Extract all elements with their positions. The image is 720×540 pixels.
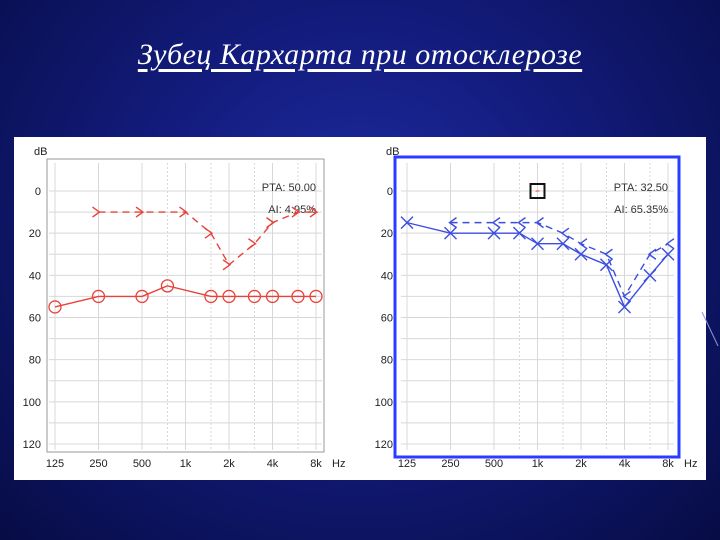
data-point-cross [444, 226, 457, 240]
y-tick-label: 120 [23, 439, 41, 451]
x-tick-label: 1k [180, 458, 192, 470]
x-tick-label: 500 [133, 458, 151, 470]
y-tick-label: 40 [29, 270, 41, 282]
data-point-cross [599, 258, 613, 272]
series-line [98, 211, 316, 266]
data-point-cross [400, 216, 414, 230]
y-tick-label: 0 [387, 186, 393, 198]
y-tick-label: 100 [23, 397, 41, 409]
data-point-circle [160, 279, 175, 293]
data-point-chevron [92, 206, 101, 218]
x-tick-label: 8k [662, 458, 674, 470]
y-tick-label: 20 [29, 228, 41, 240]
data-point-cross [556, 237, 570, 251]
y-tick-label: 80 [381, 355, 393, 367]
y-axis-label: dB [386, 146, 399, 158]
data-point-chevron [248, 238, 257, 250]
data-point-cross [531, 237, 544, 251]
data-point-cross [618, 300, 631, 314]
data-point-chevron [266, 217, 275, 229]
data-point-chevron [578, 238, 588, 250]
data-point-chevron [560, 227, 570, 239]
y-tick-label: 60 [381, 313, 393, 325]
data-point-chevron [291, 206, 301, 218]
annotation-text: PTA: 32.50 [614, 182, 668, 194]
data-point-cross [661, 247, 675, 261]
x-tick-label: 125 [398, 458, 416, 470]
data-point-cross [512, 226, 526, 240]
data-point-cross [487, 226, 501, 240]
audiogram-figure: dB 0 20 40 60 80 100 120 125 250 500 1k 2k 4k 8k Hz PTA:… [14, 137, 706, 480]
data-point-chevron [491, 217, 501, 229]
y-tick-label: 100 [375, 397, 393, 409]
data-point-circle [247, 289, 262, 304]
selection-box [529, 183, 546, 199]
audiogram-svg: dB 0 20 40 60 80 100 120 125 250 500 1k 2k 4k 8k Hz PTA:… [23, 146, 698, 470]
x-tick-label: 250 [89, 458, 107, 470]
y-tick-label: 120 [375, 439, 393, 451]
x-tick-label: 250 [441, 458, 459, 470]
data-point-chevron [448, 217, 457, 229]
x-axis-unit: Hz [684, 458, 697, 470]
slide-title: Зубец Кархарта при отосклерозе [137, 38, 583, 71]
y-tick-label: 80 [29, 355, 41, 367]
data-point-circle [48, 300, 62, 314]
y-tick-label: 40 [381, 270, 393, 282]
x-tick-label: 4k [267, 458, 279, 470]
x-tick-label: 8k [310, 458, 322, 470]
data-point-circle [222, 289, 236, 304]
x-tick-label: 4k [619, 458, 631, 470]
data-point-cross [643, 268, 657, 282]
plot-frame [393, 155, 681, 459]
x-axis-unit: Hz [332, 458, 345, 470]
data-point-chevron [622, 290, 631, 302]
y-axis-label: dB [34, 146, 47, 158]
annotation-text: AI: 65.35% [614, 204, 668, 216]
annotation-text: AI: 4.95% [268, 204, 316, 216]
data-point-chevron [535, 217, 544, 229]
series-line [450, 221, 669, 298]
y-tick-label: 20 [381, 228, 393, 240]
data-point-chevron [604, 248, 613, 260]
x-tick-label: 1k [532, 458, 544, 470]
data-point-chevron [647, 248, 657, 260]
data-point-chevron [665, 238, 675, 250]
decorative-line [701, 311, 719, 347]
data-point-circle [309, 289, 323, 304]
annotation-text: PTA: 50.00 [262, 182, 316, 194]
data-point-cross [574, 247, 588, 261]
x-tick-label: 500 [485, 458, 503, 470]
series-line [54, 285, 316, 308]
data-point-chevron [222, 259, 232, 271]
data-point-chevron [204, 227, 214, 239]
data-point-chevron [517, 217, 526, 229]
data-point-chevron [309, 206, 319, 218]
plot-frame [46, 158, 325, 453]
audiogram-right: dB 0 20 40 60 80 100 120 125 250 500 1k 2k 4k 8k Hz PTA:… [375, 146, 698, 470]
y-tick-label: 60 [29, 313, 41, 325]
x-tick-label: 2k [575, 458, 587, 470]
data-point-circle [291, 289, 305, 304]
x-tick-label: 2k [223, 458, 235, 470]
audiogram-left: dB 0 20 40 60 80 100 120 125 250 500 1k 2k 4k 8k Hz PTA:… [23, 146, 346, 470]
data-point-circle [91, 289, 106, 304]
x-tick-label: 125 [46, 458, 64, 470]
data-point-circle [135, 289, 149, 304]
y-tick-label: 0 [35, 186, 41, 198]
data-point-circle [265, 289, 280, 304]
data-point-chevron [135, 206, 145, 218]
data-point-chevron [179, 206, 188, 218]
data-point-circle [204, 289, 218, 304]
